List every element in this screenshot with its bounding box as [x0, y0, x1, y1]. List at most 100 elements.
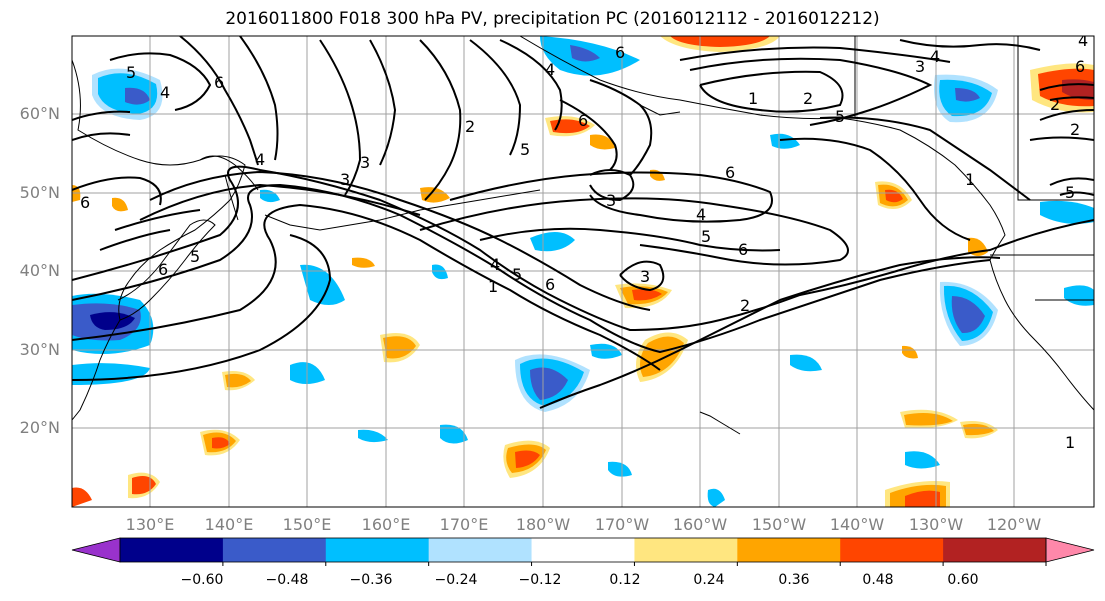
map-title: 2016011800 F018 300 hPa PV, precipitatio… [225, 9, 880, 29]
contour-label: 3 [360, 153, 370, 172]
colorbar-tick-label: −0.60 [180, 572, 224, 588]
precip-blob [72, 363, 150, 385]
contour-label: 6 [738, 240, 748, 259]
lat-label: 40°N [19, 261, 60, 280]
precip-blob [225, 373, 251, 388]
coast-sakhalin [224, 174, 239, 221]
pv-contour [559, 99, 618, 171]
pv-contour [419, 197, 849, 266]
lon-label: 140°E [204, 515, 254, 534]
contour-label: 6 [578, 111, 588, 130]
contour-label: 2 [1050, 95, 1060, 114]
precip-blob [951, 296, 985, 334]
coast-asia [72, 59, 246, 421]
pv-contour [179, 36, 259, 166]
contour-label: 3 [915, 57, 925, 76]
contour-label: 4 [696, 205, 706, 224]
contour-label: 4 [255, 150, 265, 169]
coast-kodiak [639, 104, 681, 116]
contour-label: 1 [488, 277, 498, 296]
precip-blob [590, 343, 622, 359]
coast-hawaii [699, 411, 741, 435]
colorbar-segment [222, 538, 327, 562]
contour-label: 2 [740, 296, 750, 315]
lon-label: 150°E [282, 515, 332, 534]
precip-blob [632, 289, 662, 301]
lon-label: 170°E [439, 515, 489, 534]
precip-blob [358, 429, 388, 443]
contour-label: 2 [465, 117, 475, 136]
lon-label: 160°W [672, 515, 728, 534]
colorbar-segment [943, 538, 1047, 562]
precip-blob [790, 354, 822, 372]
precip-blob [432, 264, 448, 280]
precip-blob [352, 257, 375, 268]
colorbar-tick-label: −0.12 [518, 572, 562, 588]
pv-contour [1029, 109, 1094, 141]
pv-contour [479, 227, 781, 252]
pv-contour [539, 256, 1001, 409]
colorbar-frame [119, 537, 1047, 563]
precip-blob [590, 134, 615, 150]
precip-blob [515, 450, 540, 468]
pv-contour [449, 171, 773, 223]
precip-blob [300, 264, 345, 305]
contour-label: 6 [158, 260, 168, 279]
contour-label: 5 [520, 140, 530, 159]
colorbar-tick-label: −0.24 [434, 572, 478, 588]
precip-blob [1064, 285, 1094, 306]
colorbar-tick-label: 0.60 [947, 572, 979, 588]
contour-label: 3 [340, 170, 350, 189]
coast-alaska [519, 36, 1094, 411]
precip-blob [530, 231, 575, 252]
precip-blob [90, 312, 135, 330]
pv-contour [72, 165, 1094, 332]
lon-label: 160°E [361, 515, 411, 534]
contour-label: 1 [1065, 433, 1075, 452]
pv-contour [109, 52, 212, 111]
contour-label: 4 [545, 60, 555, 79]
precip-blob [212, 437, 230, 449]
precip-blob [955, 88, 980, 102]
contour-label: 6 [80, 193, 90, 212]
pv-contour [699, 70, 844, 113]
pv-contour [72, 203, 661, 371]
pv-contour [1039, 83, 1094, 101]
contour-label: 5 [126, 63, 136, 82]
contour-label: 1 [748, 89, 758, 108]
pv-contour [419, 39, 462, 201]
contour-label: 5 [512, 265, 522, 284]
precip-blob [112, 197, 128, 212]
lon-label: 130°W [908, 515, 964, 534]
pv-contour [779, 137, 971, 241]
contour-label: 4 [490, 255, 500, 274]
lon-label: 150°W [751, 515, 807, 534]
contour-label: 4 [160, 83, 170, 102]
pv-contour [1049, 177, 1094, 196]
pv-contour [619, 260, 665, 292]
pv-contour [499, 39, 563, 131]
colorbar-segment [840, 538, 944, 562]
coast-kamchatka [199, 155, 259, 191]
pv-contour [139, 183, 421, 221]
colorbar-tick-label: 0.48 [862, 572, 894, 588]
contour-label: 5 [701, 227, 711, 246]
colorbar-extend-max [1045, 537, 1095, 563]
colorbar [71, 537, 1095, 566]
contour-label: 6 [615, 43, 625, 62]
pv-contour [369, 39, 397, 166]
precip-blob [639, 336, 684, 377]
lon-label: 130°E [125, 515, 175, 534]
precip-blob [904, 413, 953, 426]
pv-contour [689, 57, 933, 126]
precip-blob [650, 169, 665, 181]
contour-labels: 5 4 6 4 3 3 2 5 6 4 6 1 2 5 3 4 6 3 4 5 … [80, 31, 1088, 452]
lat-label: 60°N [19, 104, 60, 123]
pv-contour [72, 234, 332, 381]
precip-blob [570, 45, 600, 62]
precip-blob [550, 119, 590, 134]
colorbar-tick-label: −0.48 [265, 572, 309, 588]
contour-label: 4 [1078, 31, 1088, 50]
pv-contour [899, 39, 1041, 51]
